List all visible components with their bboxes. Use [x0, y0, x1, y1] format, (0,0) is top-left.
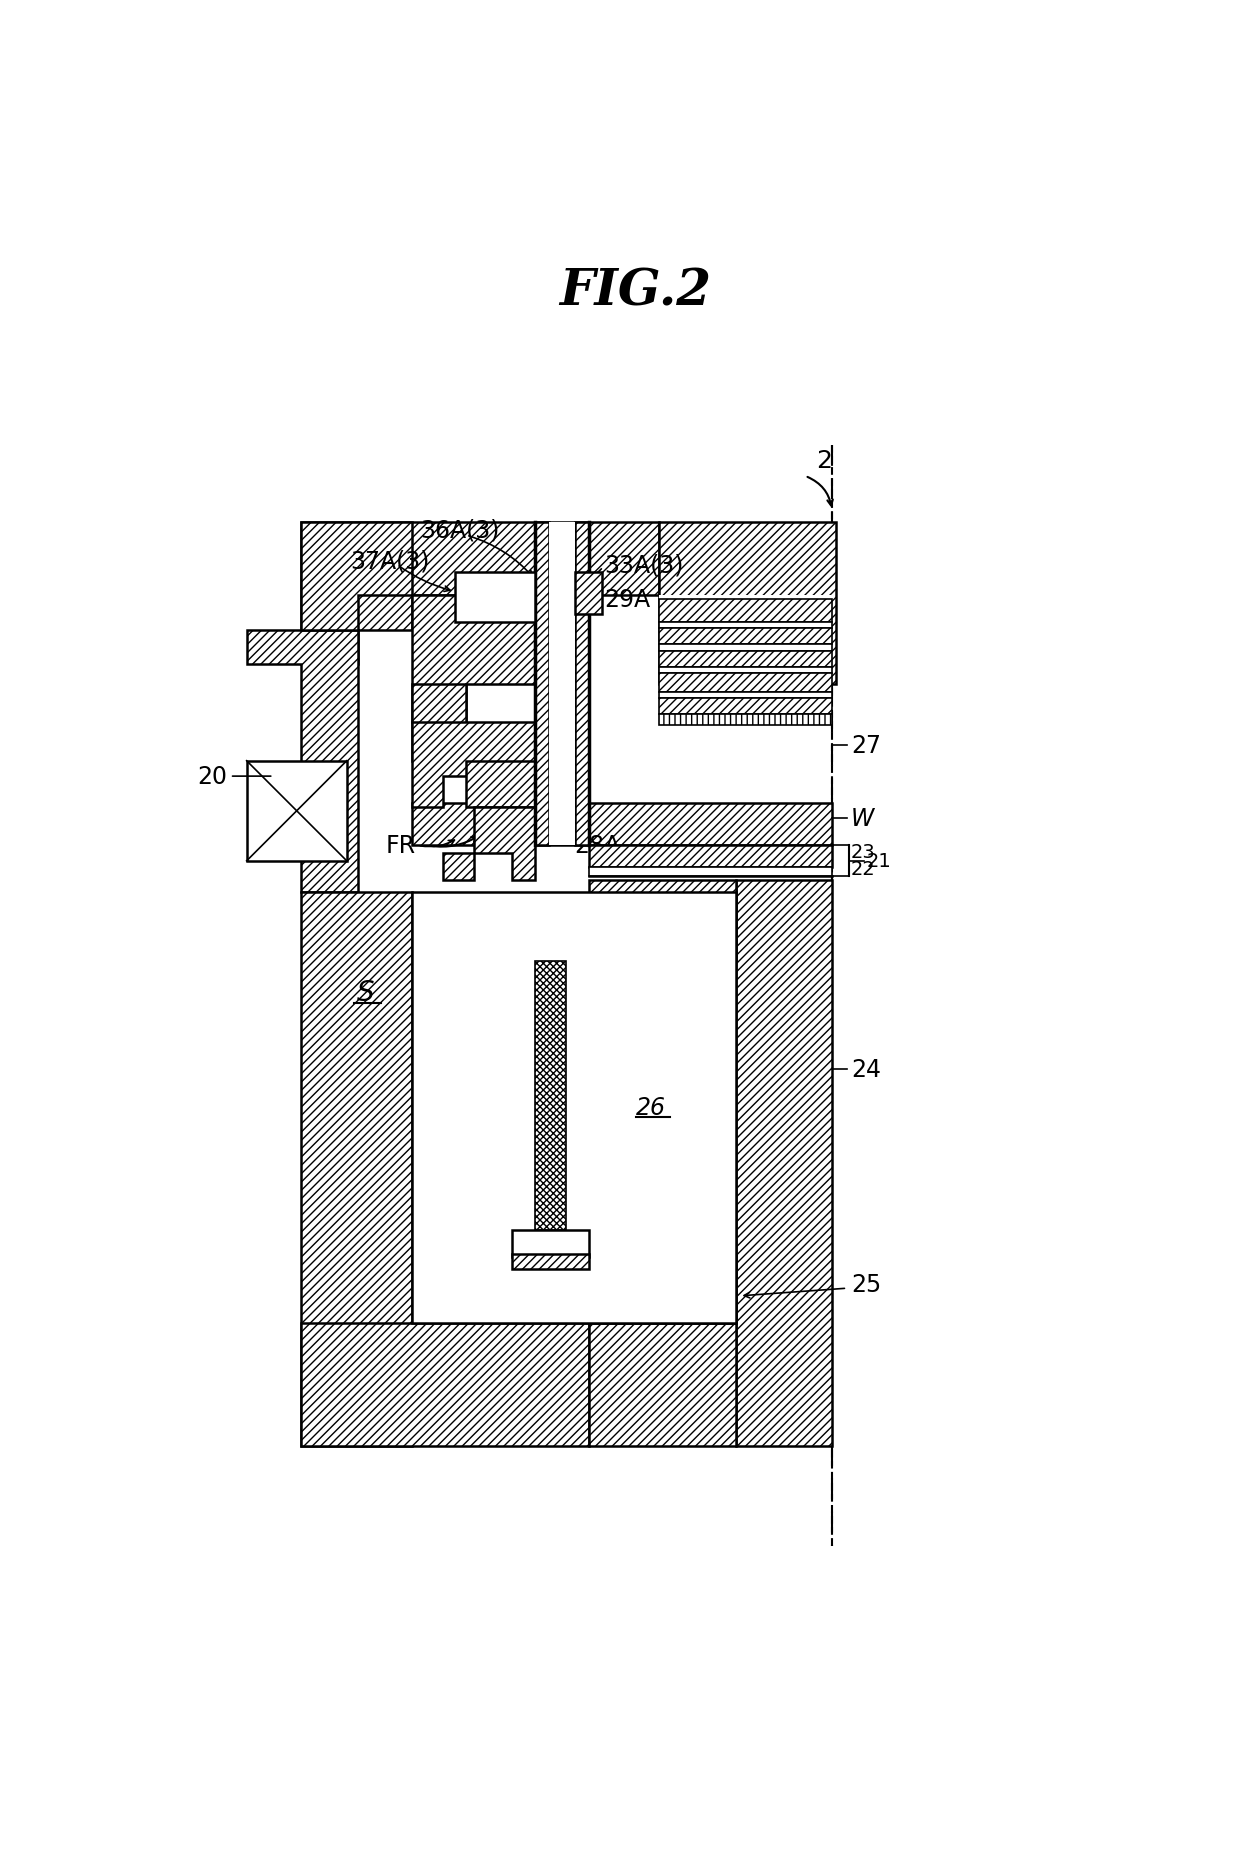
- Polygon shape: [658, 595, 832, 684]
- Bar: [658, 714, 832, 725]
- Text: 22: 22: [851, 859, 875, 879]
- Text: 25: 25: [851, 1273, 882, 1297]
- Bar: [658, 668, 832, 673]
- Polygon shape: [300, 1323, 589, 1447]
- Polygon shape: [589, 1254, 735, 1323]
- Bar: [412, 803, 832, 846]
- Text: 21: 21: [867, 851, 892, 870]
- Text: 23: 23: [851, 842, 875, 861]
- Bar: [589, 868, 832, 877]
- Bar: [455, 573, 536, 623]
- Polygon shape: [247, 631, 358, 892]
- Text: 26: 26: [635, 1096, 666, 1120]
- Bar: [658, 673, 832, 692]
- Polygon shape: [412, 684, 466, 761]
- Bar: [658, 623, 832, 629]
- Polygon shape: [658, 523, 836, 684]
- Bar: [247, 761, 347, 861]
- Polygon shape: [589, 881, 735, 961]
- Bar: [512, 1230, 589, 1258]
- Text: 36A(3): 36A(3): [420, 518, 500, 542]
- Polygon shape: [735, 881, 832, 1447]
- Polygon shape: [474, 807, 536, 881]
- Polygon shape: [300, 523, 412, 631]
- Text: 24: 24: [851, 1057, 882, 1081]
- Text: 20: 20: [197, 764, 227, 788]
- Polygon shape: [412, 723, 536, 807]
- Bar: [536, 961, 567, 1230]
- Text: 27: 27: [851, 735, 882, 759]
- Bar: [658, 651, 832, 668]
- Text: 2: 2: [816, 449, 832, 473]
- Text: FIG.2: FIG.2: [559, 267, 712, 317]
- Text: FR: FR: [386, 835, 417, 859]
- Text: 28A: 28A: [574, 835, 620, 859]
- Bar: [658, 692, 832, 699]
- Polygon shape: [443, 853, 474, 881]
- Text: S: S: [357, 978, 374, 1005]
- Bar: [658, 699, 832, 714]
- Bar: [589, 846, 832, 868]
- Polygon shape: [466, 761, 536, 807]
- Bar: [536, 523, 549, 846]
- Polygon shape: [300, 892, 412, 1447]
- Bar: [412, 892, 735, 1323]
- Polygon shape: [589, 1323, 735, 1447]
- Text: 29A: 29A: [605, 588, 651, 612]
- Text: 37A(3): 37A(3): [351, 549, 430, 573]
- Polygon shape: [300, 523, 658, 666]
- Text: W: W: [851, 807, 874, 831]
- Bar: [549, 523, 575, 846]
- Bar: [658, 629, 832, 644]
- Bar: [658, 599, 832, 623]
- Bar: [575, 523, 589, 846]
- Polygon shape: [412, 595, 536, 723]
- Bar: [512, 1254, 589, 1269]
- Bar: [658, 644, 832, 651]
- Bar: [575, 573, 603, 616]
- Text: 33A(3): 33A(3): [605, 553, 684, 577]
